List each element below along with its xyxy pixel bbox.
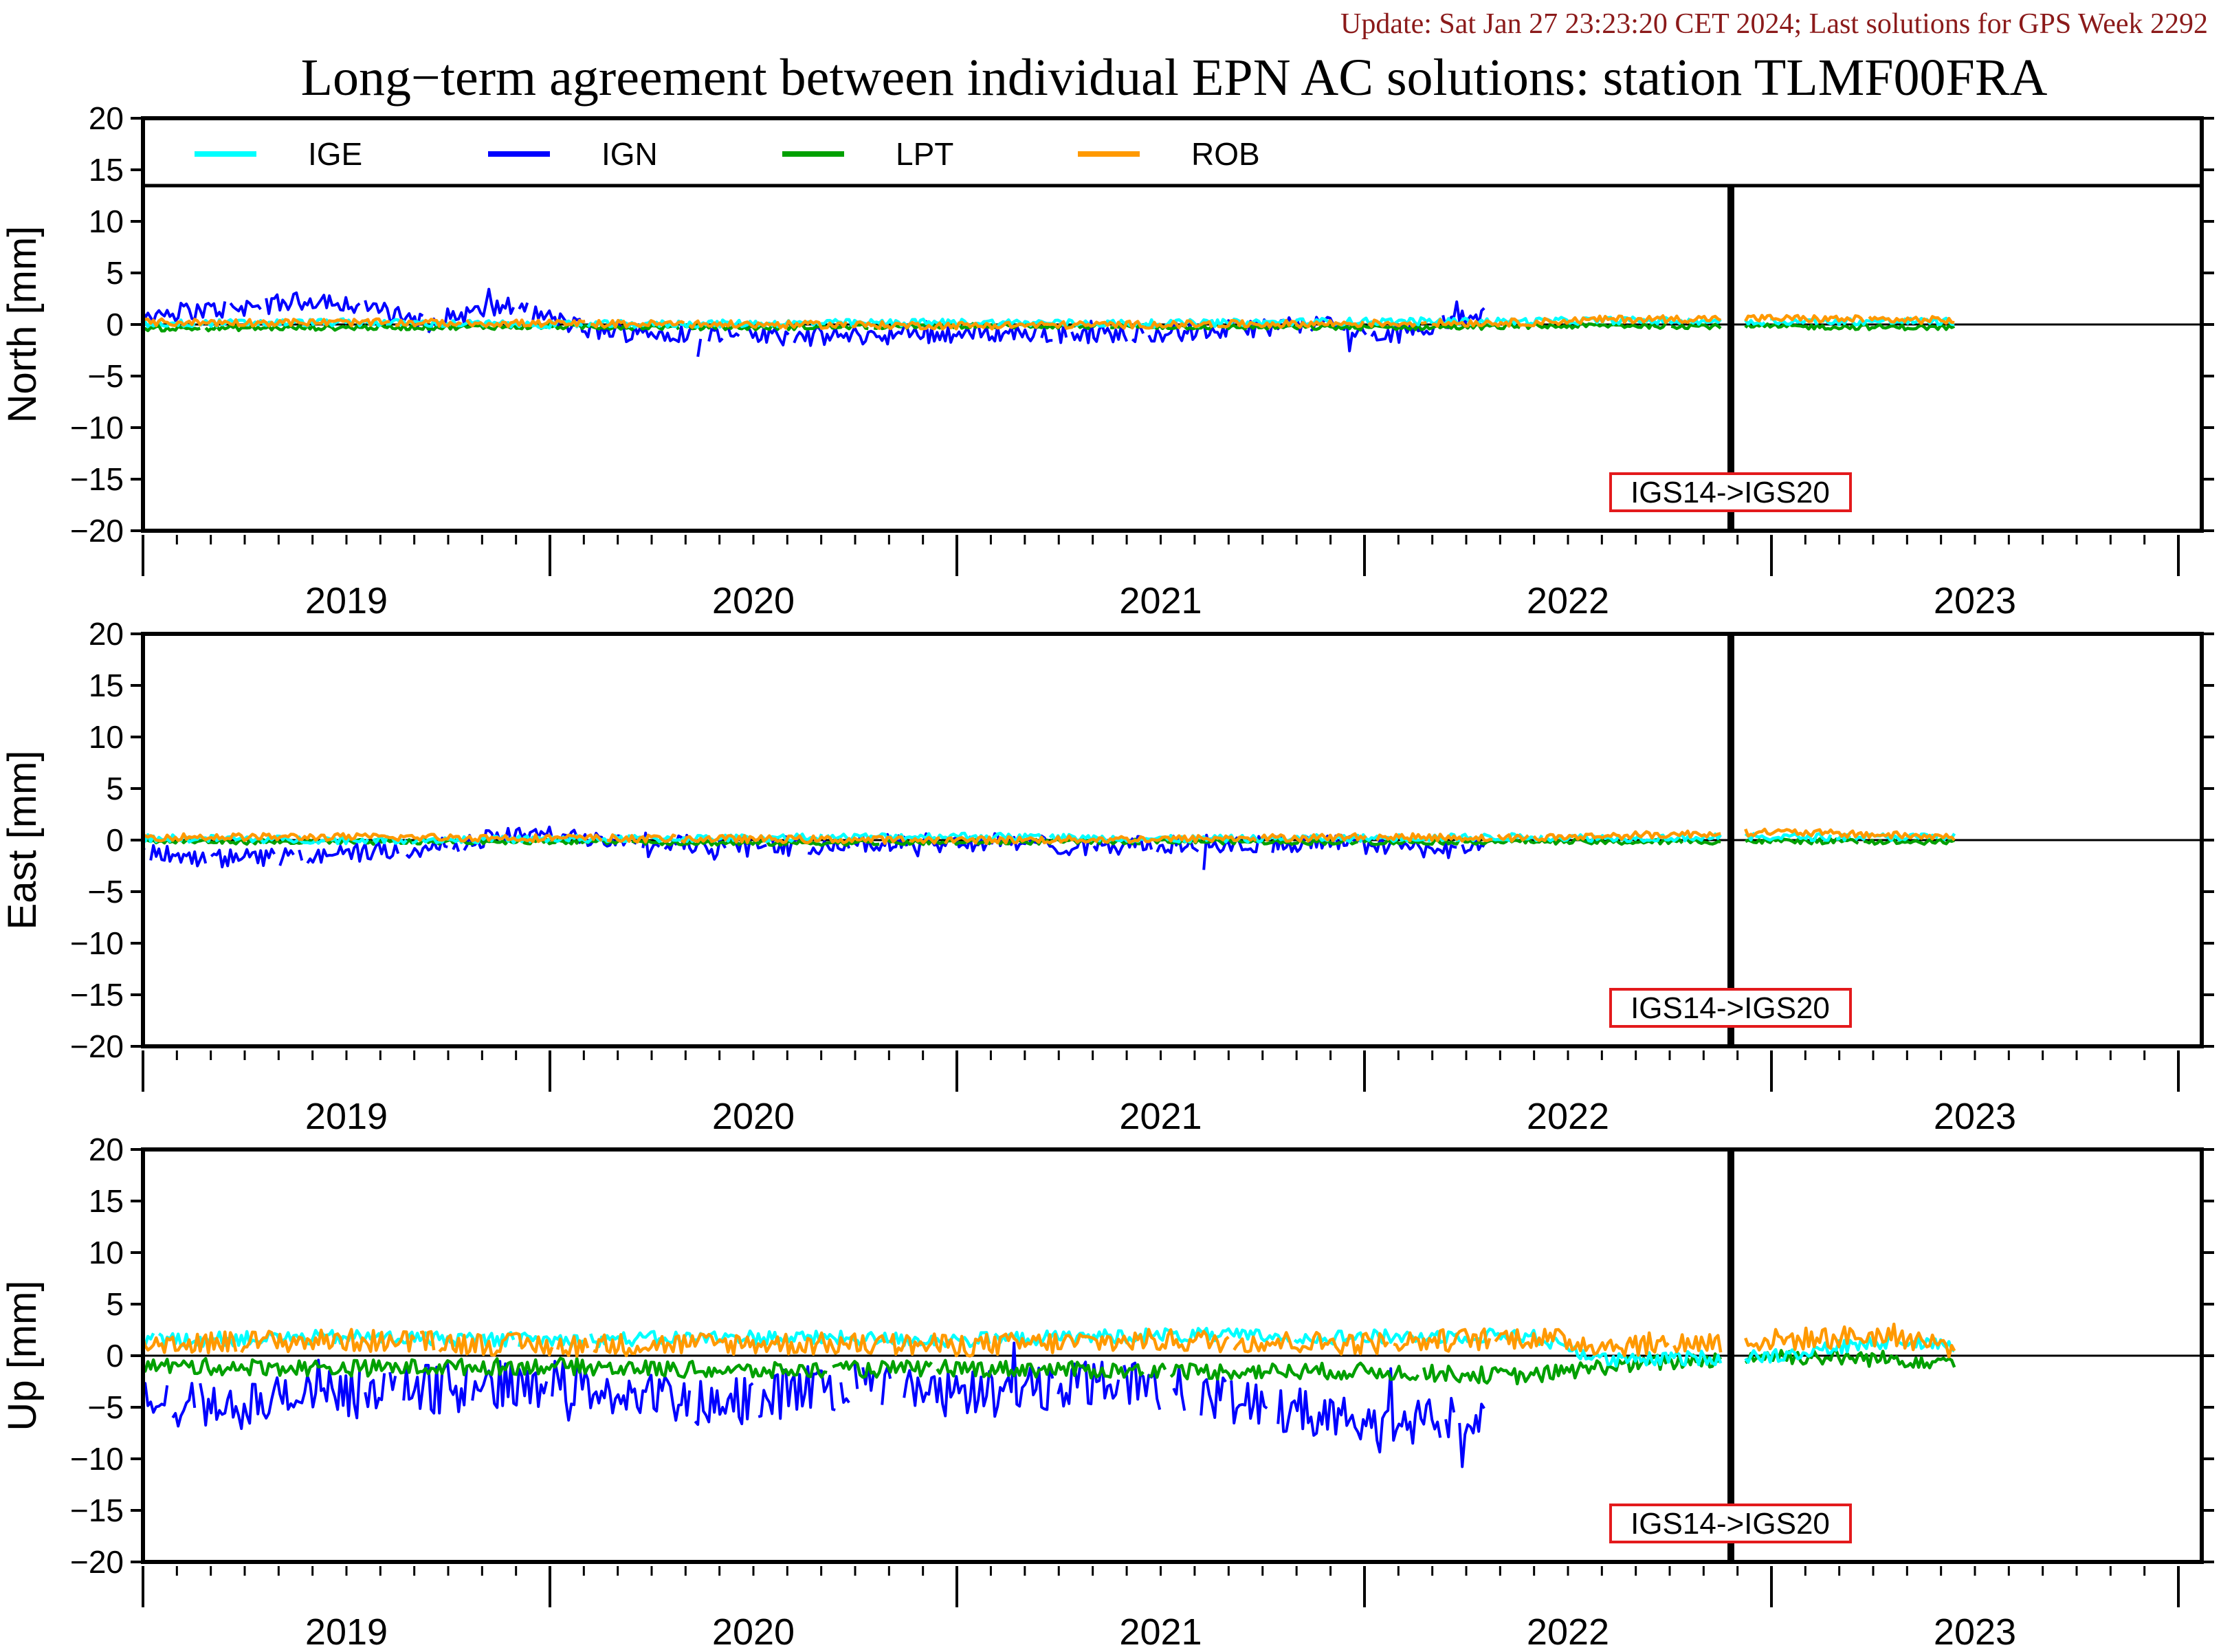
chart-panel-up: IGS14->IGS20 20 15 10 5 0 −5 −10 −15 −20 Up [mm] 20… — [0, 1132, 2214, 1652]
legend-background — [143, 118, 2202, 186]
y-tick-label: −10 — [70, 925, 124, 961]
x-tick-label: 2022 — [1527, 580, 1609, 621]
y-tick-label: 5 — [106, 771, 124, 806]
x-tick-label: 2021 — [1119, 1611, 1202, 1649]
y-tick-label: −20 — [70, 1544, 124, 1580]
legend-label-ign: IGN — [601, 136, 658, 172]
y-tick-label: 15 — [89, 152, 124, 188]
annotation-label: IGS14->IGS20 — [1631, 476, 1830, 509]
x-tick-label: 2021 — [1119, 580, 1202, 621]
series-ige — [143, 315, 1955, 330]
chart-title: Long−term agreement between individual E… — [301, 49, 2048, 107]
y-tick-label: −15 — [70, 977, 124, 1013]
series-group — [143, 825, 1956, 870]
x-tick-label: 2019 — [305, 1611, 388, 1649]
y-axis-label: East [mm] — [0, 750, 45, 929]
x-tick-label: 2020 — [712, 580, 795, 621]
legend: IGE IGN LPT ROB — [143, 118, 2202, 188]
update-text: Update: Sat Jan 27 23:23:20 CET 2024; La… — [1340, 8, 2208, 40]
frame-change-annotation: IGS14->IGS20 — [1609, 472, 1852, 512]
y-tick-label: 0 — [106, 307, 124, 342]
y-tick-label: 10 — [89, 203, 124, 239]
annotation-box — [1609, 1504, 1852, 1543]
y-tick-label: 15 — [89, 1183, 124, 1219]
y-tick-label: 10 — [89, 1235, 124, 1270]
series-group — [143, 287, 1956, 357]
series-rob — [143, 1322, 1956, 1358]
frame-change-annotation: IGS14->IGS20 — [1609, 988, 1852, 1028]
x-tick-label: 2023 — [1934, 1611, 2016, 1649]
series-rob — [143, 313, 1955, 331]
chart-panel-north: IGE IGN LPT ROB IGS14->IGS20 20 15 10 5 0 −5 −10 −15… — [0, 100, 2214, 621]
series-lpt — [143, 1348, 1956, 1386]
y-tick-label: −15 — [70, 1493, 124, 1528]
legend-label-ige: IGE — [308, 136, 362, 172]
annotation-label: IGS14->IGS20 — [1631, 1507, 1830, 1541]
y-tick-label: 20 — [89, 1132, 124, 1167]
x-tick-label: 2022 — [1527, 1611, 1609, 1649]
annotation-box — [1609, 988, 1852, 1028]
y-tick-label: 0 — [106, 822, 124, 858]
y-tick-label: −20 — [70, 1028, 124, 1064]
x-tick-label: 2023 — [1934, 580, 2016, 621]
x-tick-label: 2019 — [305, 1096, 388, 1137]
y-tick-label: 20 — [89, 100, 124, 136]
chart-panel-east: IGS14->IGS20 20 15 10 5 0 −5 −10 −15 −20 East [mm]… — [0, 616, 2214, 1137]
annotation-label: IGS14->IGS20 — [1631, 991, 1830, 1025]
x-tick-label: 2022 — [1527, 1096, 1609, 1137]
x-tick-label: 2020 — [712, 1096, 795, 1137]
y-tick-label: 5 — [106, 1286, 124, 1322]
y-tick-label: 20 — [89, 616, 124, 652]
y-axis-label: North [mm] — [0, 226, 45, 423]
y-axis-label: Up [mm] — [0, 1280, 45, 1431]
y-tick-label: −5 — [88, 874, 124, 910]
y-tick-label: 0 — [106, 1338, 124, 1374]
series-group — [143, 1322, 1956, 1468]
y-tick-label: −20 — [70, 513, 124, 549]
x-tick-label: 2023 — [1934, 1096, 2016, 1137]
legend-label-rob: ROB — [1191, 136, 1260, 172]
x-tick-label: 2020 — [712, 1611, 795, 1649]
chart-panels: IGE IGN LPT ROB IGS14->IGS20 20 15 10 5 0 −5 −10 −15… — [0, 100, 2214, 1652]
legend-label-lpt: LPT — [896, 136, 953, 172]
annotation-box — [1609, 472, 1852, 512]
y-tick-label: 10 — [89, 719, 124, 755]
y-tick-label: 5 — [106, 255, 124, 291]
x-tick-label: 2021 — [1119, 1096, 1202, 1137]
y-tick-label: −5 — [88, 1389, 124, 1425]
y-tick-label: 15 — [89, 668, 124, 703]
frame-change-annotation: IGS14->IGS20 — [1609, 1504, 1852, 1543]
y-tick-label: −5 — [88, 358, 124, 394]
y-tick-label: −10 — [70, 410, 124, 445]
y-tick-label: −10 — [70, 1441, 124, 1477]
y-tick-label: −15 — [70, 461, 124, 497]
series-rob — [143, 827, 1956, 846]
x-tick-label: 2019 — [305, 580, 388, 621]
